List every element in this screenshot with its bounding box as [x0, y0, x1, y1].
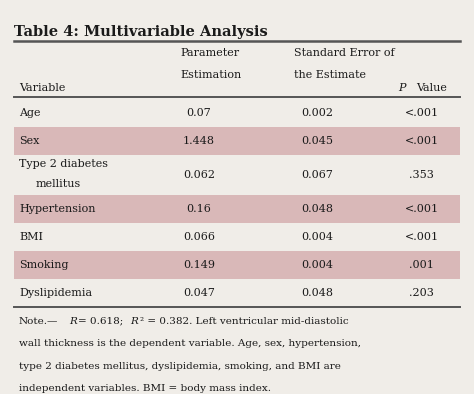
Text: R: R [130, 317, 138, 326]
Text: 0.062: 0.062 [183, 170, 215, 180]
Text: <.001: <.001 [405, 136, 439, 146]
Text: Smoking: Smoking [19, 260, 68, 270]
Text: 0.067: 0.067 [301, 170, 334, 180]
Text: 0.004: 0.004 [301, 232, 334, 242]
Text: 0.002: 0.002 [301, 108, 334, 118]
Text: 0.16: 0.16 [187, 204, 211, 214]
Text: <.001: <.001 [405, 204, 439, 214]
Text: <.001: <.001 [405, 232, 439, 242]
Text: Standard Error of: Standard Error of [294, 48, 394, 58]
Text: ² = 0.382. Left ventricular mid-diastolic: ² = 0.382. Left ventricular mid-diastoli… [140, 317, 348, 326]
Text: .001: .001 [410, 260, 434, 270]
Text: R: R [69, 317, 77, 326]
FancyBboxPatch shape [14, 195, 460, 223]
Text: 0.047: 0.047 [183, 288, 215, 298]
Text: Variable: Variable [19, 83, 65, 93]
Text: Value: Value [416, 83, 447, 93]
Text: .353: .353 [410, 170, 434, 180]
Text: Parameter: Parameter [180, 48, 239, 58]
Text: <.001: <.001 [405, 108, 439, 118]
Text: Age: Age [19, 108, 40, 118]
Text: Hypertension: Hypertension [19, 204, 95, 214]
Text: Type 2 diabetes: Type 2 diabetes [19, 159, 108, 169]
Text: Table 4: Multivariable Analysis: Table 4: Multivariable Analysis [14, 25, 268, 39]
Text: 1.448: 1.448 [183, 136, 215, 146]
FancyBboxPatch shape [14, 127, 460, 155]
Text: 0.066: 0.066 [183, 232, 215, 242]
Text: mellitus: mellitus [36, 179, 81, 189]
Text: type 2 diabetes mellitus, dyslipidemia, smoking, and BMI are: type 2 diabetes mellitus, dyslipidemia, … [19, 362, 341, 371]
Text: Note.—: Note.— [19, 317, 58, 326]
Text: 0.048: 0.048 [301, 288, 334, 298]
Text: independent variables. BMI = body mass index.: independent variables. BMI = body mass i… [19, 384, 271, 393]
Text: 0.149: 0.149 [183, 260, 215, 270]
Text: Estimation: Estimation [180, 70, 241, 80]
Text: Sex: Sex [19, 136, 39, 146]
Text: BMI: BMI [19, 232, 43, 242]
Text: P: P [398, 83, 406, 93]
Text: 0.004: 0.004 [301, 260, 334, 270]
Text: wall thickness is the dependent variable. Age, sex, hypertension,: wall thickness is the dependent variable… [19, 339, 361, 348]
FancyBboxPatch shape [14, 251, 460, 279]
Text: .203: .203 [410, 288, 434, 298]
Text: = 0.618;: = 0.618; [78, 317, 127, 326]
Text: the Estimate: the Estimate [294, 70, 366, 80]
Text: 0.048: 0.048 [301, 204, 334, 214]
Text: 0.045: 0.045 [301, 136, 334, 146]
Text: 0.07: 0.07 [187, 108, 211, 118]
Text: Dyslipidemia: Dyslipidemia [19, 288, 92, 298]
